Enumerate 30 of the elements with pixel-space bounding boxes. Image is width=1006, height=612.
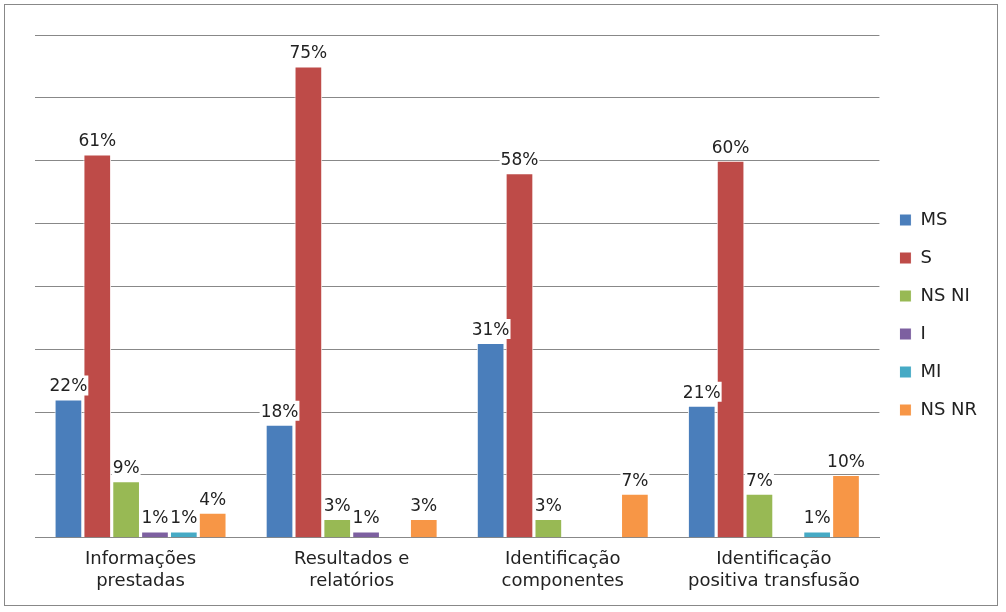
data-label: 31% (471, 318, 510, 339)
data-label: 58% (500, 149, 539, 170)
legend-label: MS (920, 207, 948, 229)
x-tick-label: Resultados e relatórios (294, 547, 410, 590)
legend-label: NS NI (920, 283, 970, 305)
data-label: 3% (534, 494, 562, 515)
data-label: 18% (260, 400, 299, 421)
data-label: 3% (410, 494, 438, 515)
x-tick-label: Identificação positiva transfusão (688, 547, 860, 590)
data-label: 4% (199, 488, 227, 509)
data-label: 1% (170, 507, 198, 528)
data-label: 1% (803, 507, 831, 528)
data-label: 9% (112, 457, 140, 478)
legend-label: I (920, 321, 926, 343)
data-label: 3% (323, 494, 351, 515)
x-tick-label: Identificação componentes (501, 547, 624, 590)
data-label: 7% (621, 469, 649, 490)
legend-label: MI (920, 359, 942, 381)
data-label: 75% (289, 42, 328, 63)
data-label: 61% (78, 130, 117, 151)
data-label: 7% (745, 469, 773, 490)
legend-label: NS NR (920, 397, 978, 419)
data-label: 10% (827, 450, 865, 471)
data-label: 1% (352, 507, 380, 528)
legend-label: S (920, 245, 932, 267)
x-tick-label: Informações prestadas (85, 547, 197, 590)
data-label: 1% (141, 507, 169, 528)
data-label: 22% (49, 375, 88, 396)
data-label: 60% (711, 136, 750, 157)
data-label: 21% (682, 381, 721, 402)
